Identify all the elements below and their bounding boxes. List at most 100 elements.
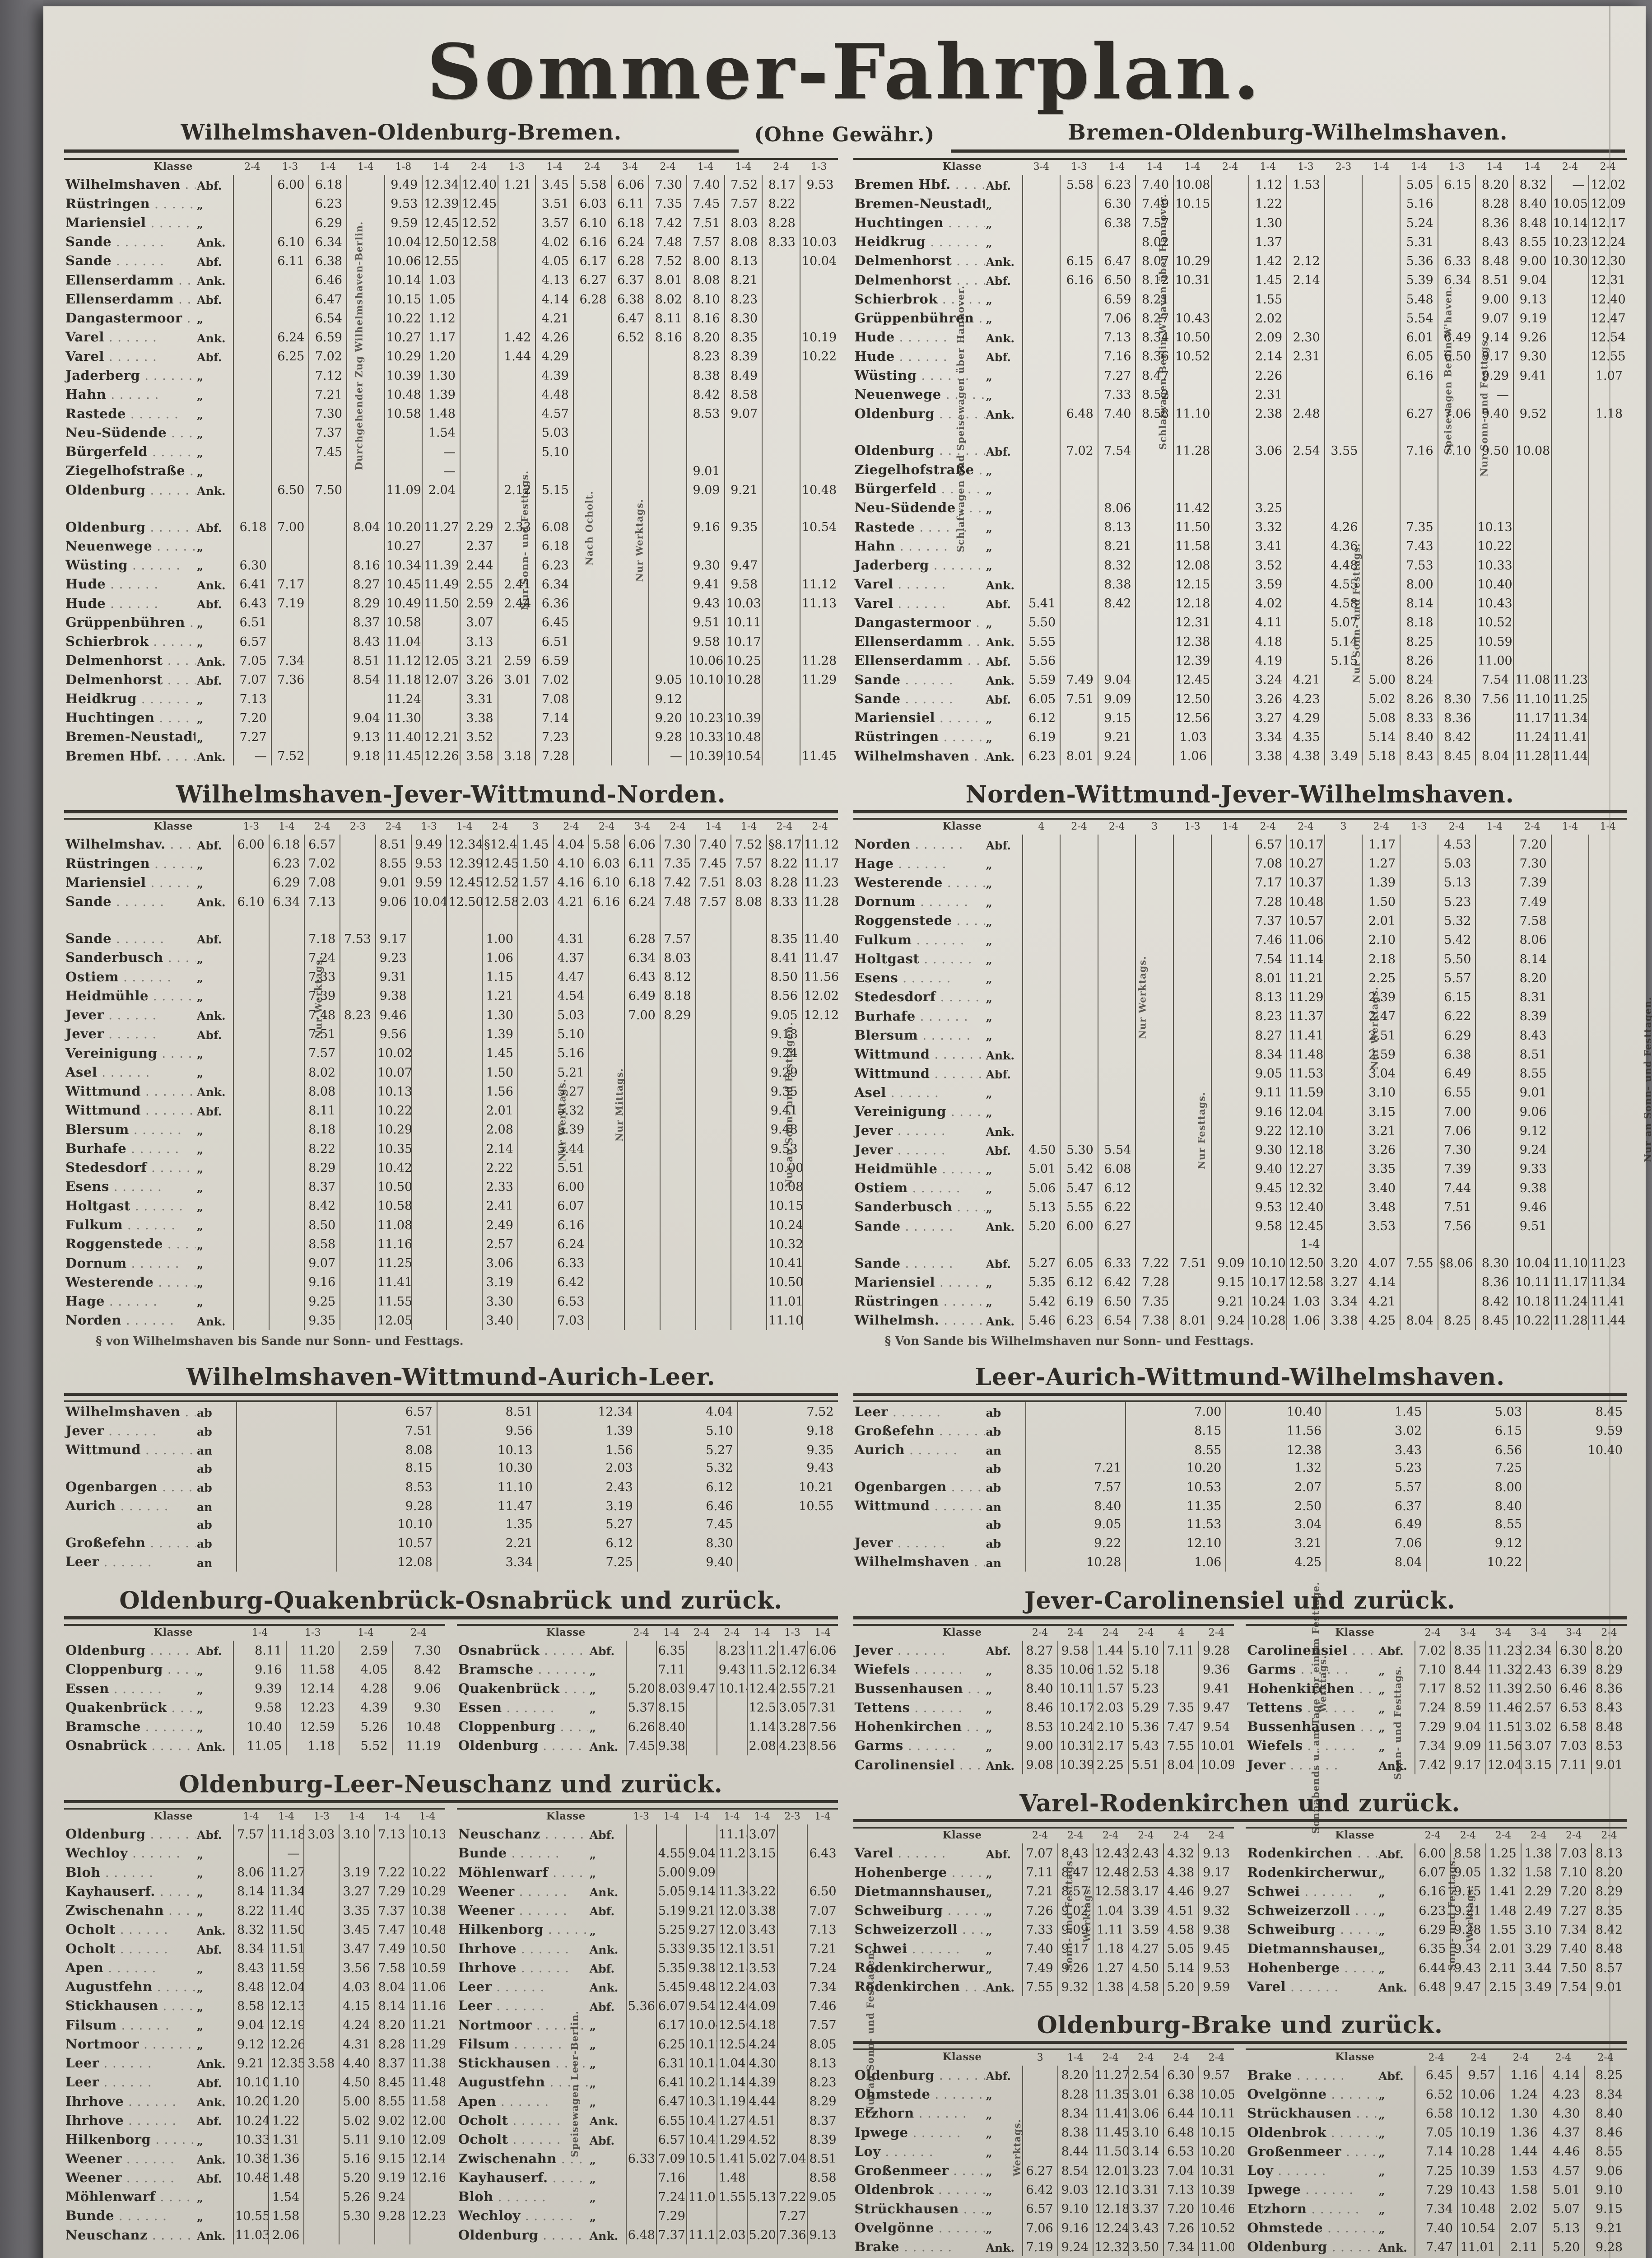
time-cell: 2.55 bbox=[777, 1679, 808, 1698]
time-cell bbox=[1022, 1045, 1061, 1064]
time-cell: 1.16 bbox=[1499, 2065, 1542, 2085]
time-cell: 11.56 bbox=[1225, 1421, 1326, 1441]
time-cell bbox=[572, 670, 611, 689]
time-cell: 9.16 bbox=[233, 1660, 287, 1679]
time-cell bbox=[1400, 479, 1438, 499]
time-cell bbox=[716, 1736, 747, 1755]
time-cell: 11.50 bbox=[1173, 517, 1211, 537]
time-cell: 10.40 bbox=[1526, 1440, 1627, 1460]
time-cell bbox=[1324, 727, 1363, 746]
time-cell: 8.35 bbox=[724, 327, 763, 347]
timetable: Klasse 2-4 2-4 2-4 2-4 2-4 Brake . . . . . . Ab… bbox=[1246, 2048, 1627, 2257]
time-cell bbox=[346, 194, 385, 213]
time-cell: 1.44 bbox=[497, 346, 536, 366]
station-name: Bussenhausen . . . . . . bbox=[853, 1679, 985, 1698]
time-cell: 12.54 bbox=[1588, 327, 1627, 347]
dotted-leader: . . . . . . bbox=[1326, 2124, 1377, 2140]
time-cell bbox=[1588, 612, 1627, 632]
time-cell bbox=[1210, 987, 1249, 1007]
table-row: Neuschanz . . . . . .Abf. 11.183.07 bbox=[457, 1824, 838, 1844]
time-cell: 5.05 bbox=[1163, 1939, 1199, 1958]
time-cell: 6.18 bbox=[610, 213, 649, 233]
time-cell bbox=[572, 536, 611, 556]
time-cell: 4.40 bbox=[339, 2053, 375, 2073]
dotted-leader: . . . . . . bbox=[956, 272, 985, 288]
time-cell bbox=[1588, 651, 1627, 670]
dotted-leader: . . . . . . bbox=[154, 855, 195, 871]
station-suffix: Abf. bbox=[197, 933, 222, 947]
time-cell bbox=[270, 708, 309, 728]
time-cell bbox=[1173, 835, 1211, 854]
time-cell: 6.28 bbox=[572, 289, 611, 309]
time-cell: 6.00 bbox=[1415, 1843, 1451, 1863]
class-cell: 2-4 bbox=[1597, 2052, 1614, 2063]
time-cell bbox=[1400, 1235, 1438, 1254]
time-cell: 8.42 bbox=[686, 385, 725, 404]
time-cell: 9.38 bbox=[1198, 1920, 1234, 1939]
dotted-leader: . . . . . . bbox=[104, 1007, 157, 1023]
time-cell: 1.52 bbox=[1092, 1660, 1128, 1679]
station-name: Cloppenburg . . . . . . bbox=[457, 1717, 588, 1736]
time-cell: 12.40 bbox=[1286, 1197, 1325, 1217]
table-row: Schweizerzoll . . . . . .„7.339.091.113.… bbox=[853, 1920, 1234, 1939]
time-cell: 7.31 bbox=[807, 1698, 838, 1717]
time-cell bbox=[762, 632, 800, 651]
time-cell bbox=[1210, 574, 1249, 594]
vertical-note: Sonn- und Festtags. bbox=[1446, 1857, 1457, 1971]
time-cell bbox=[268, 948, 305, 967]
time-cell: 10.25 bbox=[724, 651, 763, 670]
section-varel-rodenkirchen: Varel-Rodenkirchen und zurück. Klasse 2-4 2… bbox=[853, 1790, 1627, 1997]
table-row: Etzhorn . . . . . . „ 8.34 11.41 3.06 6.44 10… bbox=[853, 2104, 1234, 2123]
dotted-leader: . . . . . . bbox=[930, 1065, 983, 1081]
time-cell bbox=[339, 2225, 375, 2244]
time-cell: 5.44 bbox=[553, 1138, 589, 1158]
time-cell bbox=[695, 1234, 731, 1254]
time-cell bbox=[1060, 479, 1098, 499]
time-cell: 1.44 bbox=[1499, 2141, 1542, 2161]
time-cell: 10.43 bbox=[1457, 2180, 1500, 2199]
time-cell bbox=[517, 967, 554, 986]
station-name: Kayhauserf. . . . . . . bbox=[64, 1882, 195, 1901]
station-name: Rüstringen . . . . . . bbox=[853, 727, 985, 746]
time-cell bbox=[1588, 593, 1627, 613]
time-cell: 7.26 bbox=[1163, 2218, 1199, 2238]
dotted-leader: . . . . . . bbox=[112, 234, 164, 250]
station-name: Neu-Südende . . . . . . bbox=[64, 423, 195, 442]
time-cell: 5.18 bbox=[1127, 1660, 1163, 1679]
dotted-leader: . . . . . . bbox=[106, 387, 159, 402]
time-cell bbox=[624, 1234, 660, 1254]
time-cell: 6.47 bbox=[610, 308, 649, 328]
table-row: Schweizerzoll . . . . . .„6.239.211.482.… bbox=[1246, 1901, 1627, 1920]
time-cell bbox=[1475, 930, 1514, 949]
station-suffix: „ bbox=[197, 1981, 204, 1995]
dotted-leader: . . . . . . bbox=[935, 989, 985, 1005]
station-suffix: „ bbox=[589, 2153, 596, 2166]
station-name: Oldenburg . . . . . . bbox=[64, 518, 195, 537]
time-cell: 4.21 bbox=[1362, 1292, 1401, 1311]
table-area: Klasse 1-4 1-4 1-3 1-4 1-4 1-4 Oldenburg . . . … bbox=[64, 1807, 876, 2244]
time-cell: 7.44 bbox=[1437, 1178, 1476, 1198]
dotted-leader: . . . . . . bbox=[109, 1680, 162, 1696]
time-cell: 9.24 bbox=[766, 1043, 802, 1063]
time-cell: 9.21 bbox=[686, 1901, 717, 1920]
time-cell bbox=[1097, 1121, 1136, 1140]
time-cell: 8.29 bbox=[1591, 1881, 1627, 1901]
dotted-leader: . . . . . . bbox=[1303, 1738, 1356, 1754]
time-cell: 7.16 bbox=[656, 2168, 687, 2188]
time-cell: 5.42 bbox=[1060, 1159, 1098, 1179]
dotted-leader: . . . . . . bbox=[148, 444, 195, 460]
table-half: Klasse 1-4 1-4 1-3 1-4 1-4 1-4 Oldenburg . . . … bbox=[64, 1807, 445, 2244]
table-row: Tettens . . . . . . „ 7.24 8.59 11.46 2.57 6.5… bbox=[1246, 1698, 1627, 1717]
time-cell bbox=[686, 536, 725, 556]
time-cell bbox=[233, 1024, 269, 1044]
time-cell: 7.36 bbox=[270, 670, 309, 689]
time-cell: 2.29 bbox=[1520, 1881, 1556, 1901]
class-cell: 2-4 bbox=[244, 161, 261, 173]
table-row: Ohmstede . . . . . . „ 7.40 10.54 2.07 5.13 9.… bbox=[1246, 2218, 1627, 2238]
time-cell: 11.28 bbox=[1550, 1311, 1589, 1330]
time-cell: 6.38 bbox=[1437, 1045, 1476, 1064]
time-cell: 7.24 bbox=[656, 2187, 687, 2207]
time-cell: 1.22 bbox=[1248, 194, 1287, 213]
table-row: Ihrhove . . . . . . Ank. 10.20 1.20 5.00 8.5… bbox=[64, 2091, 445, 2111]
